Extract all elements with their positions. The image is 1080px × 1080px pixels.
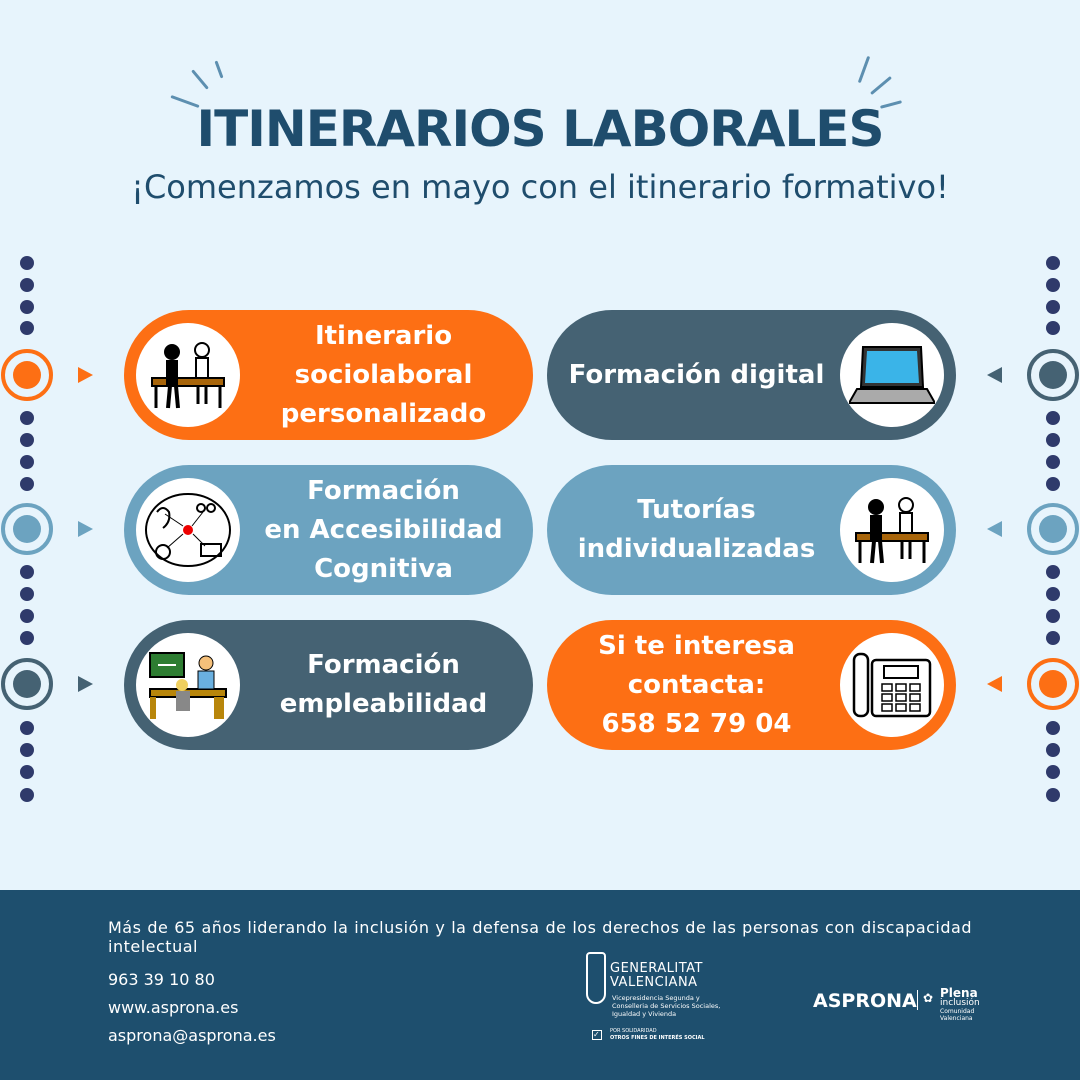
rail-dot [1046,565,1060,579]
target-ring-icon [1027,503,1079,555]
logo-divider [917,990,918,1010]
gv-name: GENERALITAT VALENCIANA [610,962,703,990]
card-label: Formación en Accesibilidad Cognitiva [264,475,503,584]
target-ring-icon [1,658,53,710]
gv-name-line1: GENERALITAT [610,961,703,976]
target-ring-icon [1,503,53,555]
gv-name-line2: VALENCIANA [610,975,698,990]
plena-inclusion-flower-icon: ✿ [923,991,934,1005]
page-subtitle: ¡Comenzamos en mayo con el itinerario fo… [131,168,949,206]
rail-dot [1046,278,1060,292]
footer-phone[interactable]: 963 39 10 80 [108,970,215,989]
rail-dot [1046,765,1060,779]
rail-dot [1046,721,1060,735]
rail-dot [20,743,34,757]
card-contacto[interactable]: Si te interesa contacta: 658 52 79 04 [547,620,956,750]
decor-line [870,75,892,96]
arrow-left-icon [987,367,1002,383]
decor-line [214,60,224,79]
footer-email[interactable]: asprona@asprona.es [108,1026,276,1045]
page-title: ITINERARIOS LABORALES [196,100,885,158]
decor-line [191,69,209,90]
plena-text: Plena [940,986,978,1000]
plena-inclusion-logo: Plena inclusión Comunidad Valenciana [940,986,980,1022]
card-empleabilidad[interactable]: Formación empleabilidad [124,620,533,750]
rail-dot [1046,256,1060,270]
checkbox-icon: ✓ [592,1030,602,1040]
cognitive-accessibility-icon [136,478,240,582]
rail-dot [20,788,34,802]
laptop-icon [840,323,944,427]
target-ring-icon [1027,658,1079,710]
arrow-right-icon [78,521,93,537]
rail-dot [1046,411,1060,425]
target-ring-icon [1027,349,1079,401]
arrow-left-icon [987,521,1002,537]
rail-dot [1046,477,1060,491]
card-label: Tutorías individualizadas [577,495,816,564]
rail-dot [1046,743,1060,757]
asprona-logo: ASPRONA [813,990,917,1012]
rail-dot [1046,300,1060,314]
card-formacion-digital[interactable]: Formación digital [547,310,956,440]
rail-dot [20,278,34,292]
footer-tagline: Más de 65 años liderando la inclusión y … [108,918,972,956]
rail-dot [1046,455,1060,469]
rail-dot [20,411,34,425]
card-label: Formación empleabilidad [279,650,488,719]
gv-shield-logo [586,952,606,1004]
meeting-desk-icon [136,323,240,427]
rail-dot [20,721,34,735]
rail-dot [20,565,34,579]
card-label: Si te interesa contacta: 658 52 79 04 [598,630,795,739]
arrow-right-icon [78,367,93,383]
gv-tag-line2: OTROS FINES DE INTERÉS SOCIAL [610,1035,705,1041]
rail-dot [1046,788,1060,802]
arrow-right-icon [78,676,93,692]
rail-dot [20,587,34,601]
card-itinerario[interactable]: Itinerario sociolaboral personalizado [124,310,533,440]
rail-dot [20,765,34,779]
rail-dot [1046,587,1060,601]
rail-dot [1046,433,1060,447]
inclusion-text: inclusión [940,998,980,1008]
rail-dot [20,631,34,645]
rail-dot [1046,631,1060,645]
tutoring-desk-icon [840,478,944,582]
gv-tag: POR SOLIDARIDAD OTROS FINES DE INTERÉS SO… [610,1028,705,1042]
rail-dot [20,300,34,314]
rail-dot [20,321,34,335]
footer: Más de 65 años liderando la inclusión y … [0,890,1080,1080]
rail-dot [20,256,34,270]
rail-dot [1046,609,1060,623]
telephone-icon [840,633,944,737]
decor-line [857,55,871,84]
gv-department: Vicepresidencia Segunda y Conselleria de… [612,994,721,1018]
footer-website[interactable]: www.asprona.es [108,998,239,1017]
rail-dot [1046,321,1060,335]
card-label: Itinerario sociolaboral personalizado [280,320,487,429]
card-label: Formación digital [568,359,825,390]
rail-dot [20,477,34,491]
region-text: Comunidad Valenciana [940,1008,975,1022]
arrow-left-icon [987,676,1002,692]
card-accesibilidad-cognitiva[interactable]: Formación en Accesibilidad Cognitiva [124,465,533,595]
rail-dot [20,455,34,469]
rail-dot [20,433,34,447]
gv-tag-line1: POR SOLIDARIDAD [610,1028,657,1034]
rail-dot [20,609,34,623]
card-tutorias[interactable]: Tutorías individualizadas [547,465,956,595]
target-ring-icon [1,349,53,401]
office-worker-icon [136,633,240,737]
